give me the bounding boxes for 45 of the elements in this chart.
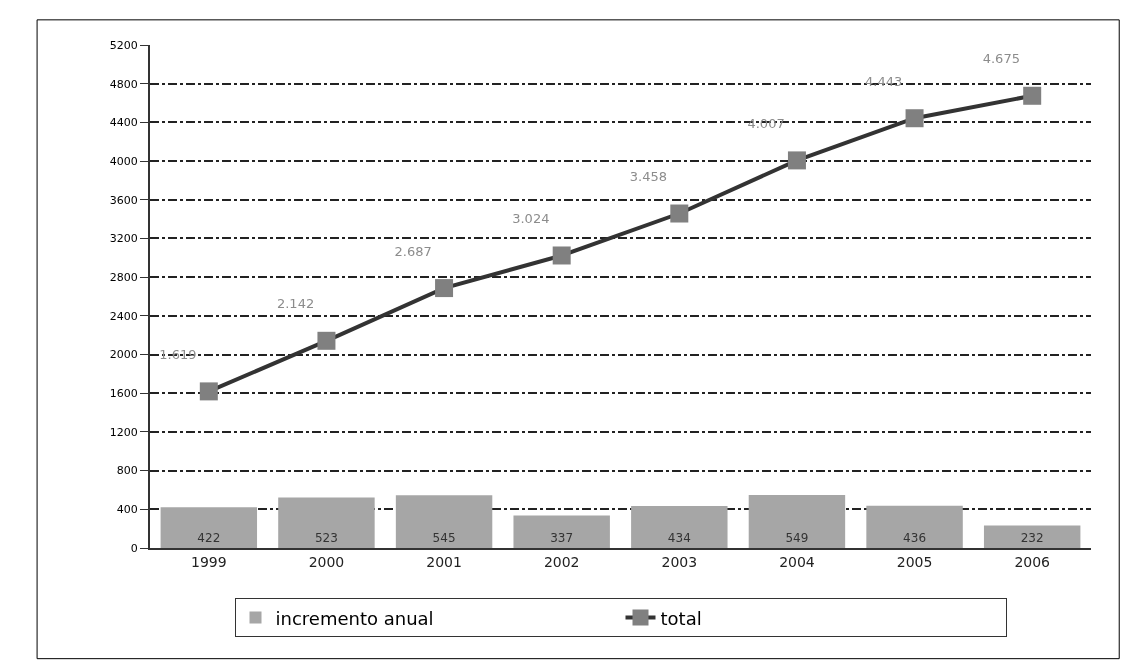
y-tick-label: 800 (116, 464, 138, 478)
x-tick-label: 2005 (896, 553, 933, 570)
bar (395, 495, 493, 548)
bar (866, 505, 963, 548)
data-label: 2.142 (276, 296, 315, 312)
y-tick-label: 2000 (109, 348, 138, 362)
bar (278, 497, 375, 548)
y-tick-label: 3600 (109, 193, 138, 207)
y-tick-label: 4400 (109, 116, 138, 130)
y-tick-label: 4000 (109, 154, 138, 168)
y-tick-label: 4800 (109, 77, 138, 91)
bar (160, 507, 258, 548)
data-label: 3.024 (512, 211, 550, 227)
bar (631, 506, 728, 548)
y-tick-label: 5200 (109, 38, 138, 52)
data-label: 232 (1020, 531, 1044, 545)
y-tick-label: 2400 (109, 309, 138, 323)
data-label: 4.675 (982, 51, 1020, 67)
bar (513, 515, 610, 548)
x-tick-label: 2000 (308, 553, 345, 570)
y-tick-label: 3200 (109, 232, 138, 246)
bar (983, 525, 1081, 548)
y-tick-label: 1600 (109, 387, 138, 401)
x-tick-label: 2003 (661, 553, 698, 570)
x-tick-label: 2001 (426, 553, 462, 570)
x-tick-label: 2004 (779, 553, 815, 570)
y-tick-label: 1200 (109, 425, 138, 439)
x-tick-label: 2006 (1014, 553, 1051, 570)
data-label: 549 (785, 531, 809, 545)
data-label: 434 (667, 531, 691, 545)
x-tick-label: 2002 (543, 553, 580, 570)
x-tick-label: 1999 (190, 553, 227, 570)
data-label: 436 (903, 531, 927, 545)
data-label: 3.458 (629, 169, 668, 185)
legend-label: total (660, 607, 702, 629)
y-tick-label: 2800 (109, 271, 138, 284)
y-tick-label: 400 (116, 503, 138, 517)
data-label: 545 (432, 531, 456, 545)
legend-label: incremento anual (275, 607, 434, 629)
data-label: 422 (197, 531, 221, 545)
data-label: 2.687 (394, 243, 432, 259)
bar (748, 494, 846, 548)
data-label: 523 (314, 531, 338, 545)
data-label: 337 (550, 531, 574, 545)
y-tick-label: 0 (130, 541, 138, 555)
